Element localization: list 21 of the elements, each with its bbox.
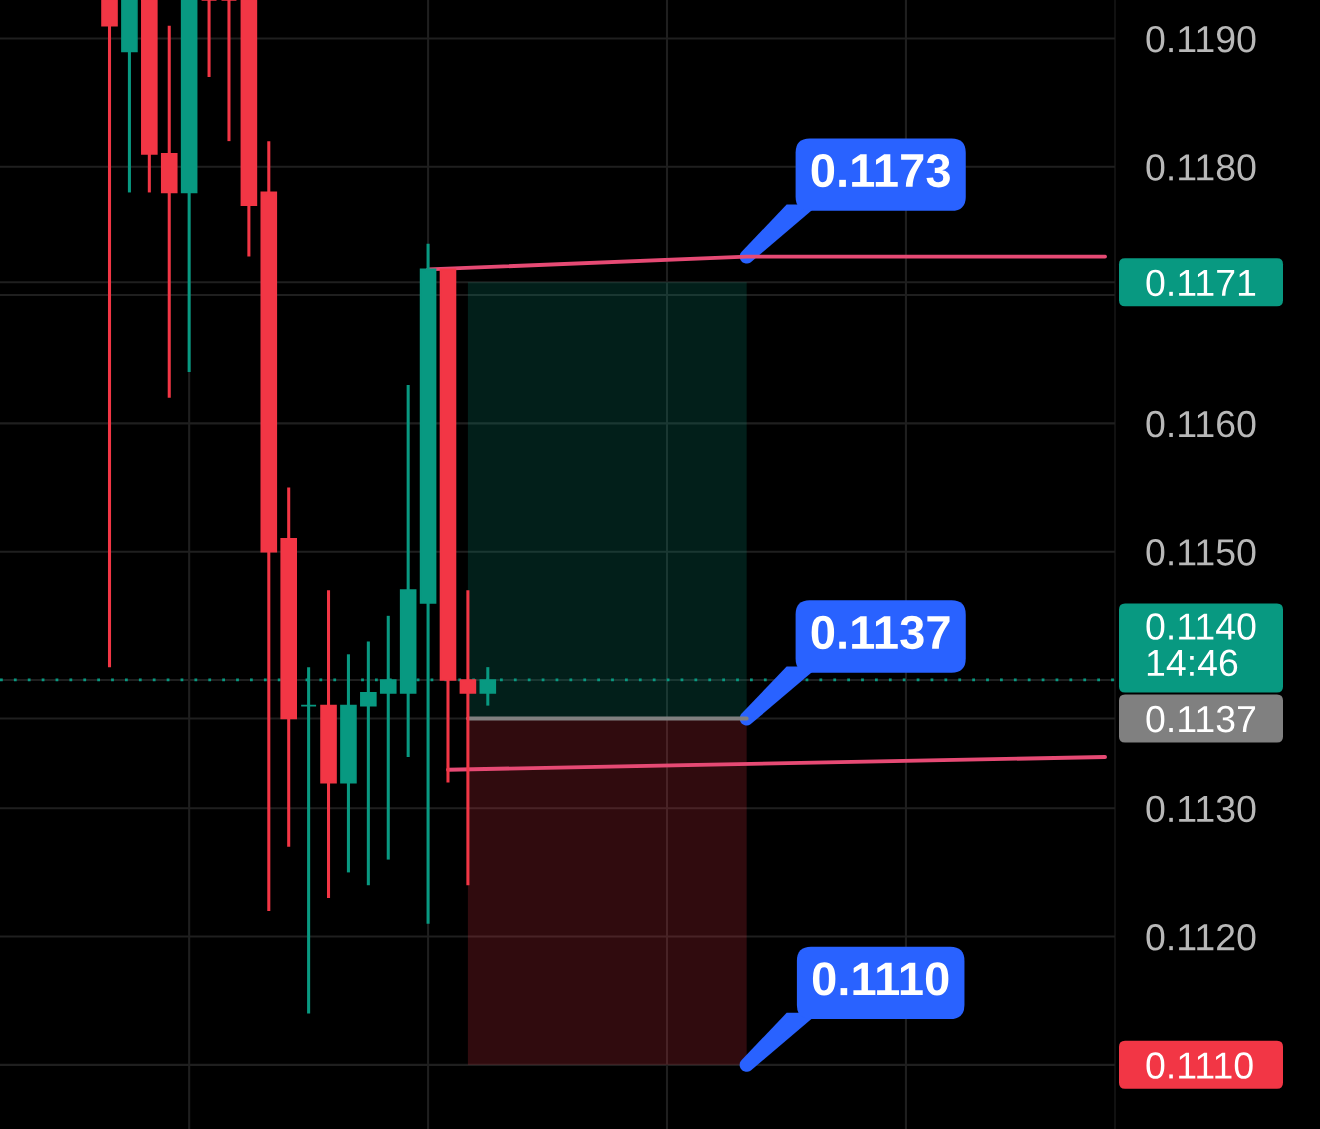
y-tick-label: 0.1150 (1146, 539, 1256, 566)
annotation: 0.1137 (811, 615, 950, 650)
candlestick (379, 614, 397, 860)
y-tick-label: 0.1160 (1146, 410, 1256, 438)
candlestick (160, 25, 178, 398)
y-tick-label: 0.1171 (1146, 269, 1256, 297)
annotation: 0.1110 (812, 962, 949, 996)
y-tick-label: 0.1137 (1146, 705, 1256, 733)
candlestick (360, 641, 377, 886)
candlestick (200, 0, 218, 77)
y-tick-label: 0.1110 (1146, 1052, 1253, 1079)
candlestick (220, 0, 238, 143)
annotation: 0.1173 (811, 153, 950, 188)
y-tick-label: 0.1180 (1146, 154, 1256, 181)
y-tick-label: 0.1190 (1146, 25, 1256, 53)
candlestick (479, 667, 497, 706)
ref-line-label: 0.1140 14:46 (1146, 613, 1256, 677)
candlestick (459, 590, 477, 886)
y-tick-label: 0.1130 (1146, 795, 1256, 823)
y-tick-label: 0.1120 (1146, 923, 1256, 951)
candlestick (101, 0, 118, 669)
